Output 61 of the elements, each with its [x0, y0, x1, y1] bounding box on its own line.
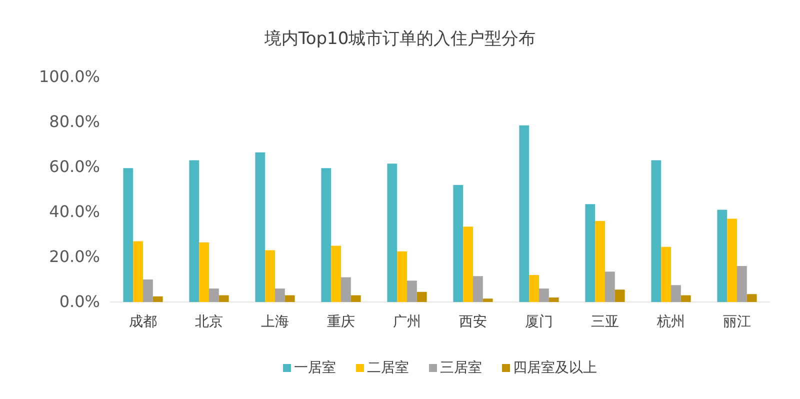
bar — [143, 280, 153, 302]
y-tick-label: 100.0% — [38, 67, 100, 86]
bar — [341, 277, 351, 302]
chart-title: 境内Top10城市订单的入住户型分布 — [263, 29, 536, 49]
bar — [416, 292, 427, 302]
x-tick-label: 丽江 — [723, 314, 751, 330]
bar — [595, 221, 605, 302]
x-tick-label: 厦门 — [525, 314, 553, 330]
bar — [661, 246, 671, 302]
bar — [218, 295, 229, 302]
bar — [463, 226, 473, 302]
x-tick-label: 三亚 — [591, 314, 619, 330]
y-tick-label: 80.0% — [49, 112, 100, 132]
bar — [387, 164, 398, 302]
x-tick-label: 广州 — [393, 314, 421, 330]
y-tick-label: 60.0% — [49, 157, 100, 176]
bar — [350, 295, 361, 302]
bar — [671, 285, 681, 302]
bar — [321, 168, 332, 302]
legend-label: 四居室及以上 — [513, 360, 597, 376]
bar — [189, 160, 200, 302]
bar — [331, 246, 341, 302]
bar — [585, 204, 596, 302]
legend-label: 一居室 — [294, 360, 336, 376]
bar — [717, 210, 728, 302]
bar — [529, 275, 539, 302]
y-tick-label: 40.0% — [49, 202, 100, 222]
bar — [152, 296, 163, 302]
bar — [275, 288, 285, 302]
bar — [473, 276, 483, 302]
bar — [727, 218, 737, 302]
bar — [284, 295, 295, 302]
bar — [199, 242, 209, 302]
x-tick-label: 重庆 — [327, 314, 355, 330]
bar — [651, 160, 662, 302]
x-tick-label: 北京 — [195, 314, 223, 330]
y-tick-label: 0.0% — [59, 292, 100, 312]
bar — [605, 272, 615, 302]
bar — [407, 280, 417, 302]
bar — [614, 290, 625, 302]
x-tick-label: 上海 — [261, 314, 289, 330]
bar — [680, 295, 691, 302]
bar — [539, 288, 549, 302]
legend-label: 三居室 — [440, 360, 482, 376]
x-tick-label: 西安 — [459, 314, 487, 330]
bar — [746, 294, 757, 302]
bar — [737, 266, 747, 302]
bar — [133, 241, 143, 302]
bar — [255, 152, 266, 302]
x-tick-label: 杭州 — [656, 314, 685, 330]
bar — [519, 125, 530, 302]
bar — [209, 288, 219, 302]
bar — [265, 250, 275, 302]
bar — [453, 185, 464, 302]
bar — [123, 168, 134, 302]
bar — [397, 251, 407, 302]
x-tick-label: 成都 — [129, 314, 157, 330]
bar — [548, 298, 559, 302]
bar — [482, 298, 493, 302]
y-tick-label: 20.0% — [49, 247, 100, 266]
legend-label: 二居室 — [367, 360, 409, 376]
